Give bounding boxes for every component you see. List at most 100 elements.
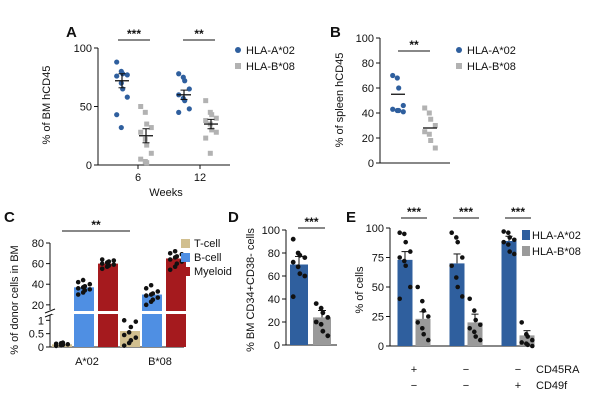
panel-c-point (121, 343, 127, 348)
panel-d-point (318, 305, 324, 311)
panel-c-point (99, 257, 105, 262)
panel-e-sig-stars: *** (407, 205, 421, 219)
panel-d-point (302, 255, 308, 260)
panel-e-legend-b08: HLA-B*08 (532, 246, 581, 258)
panel-e-point (501, 239, 507, 245)
panel-c-point (133, 319, 139, 324)
panel-a-point-a02 (176, 71, 182, 77)
panel-d-point (320, 310, 326, 316)
panel-a-point-b08 (209, 127, 215, 133)
panel-c-point (150, 291, 156, 296)
panel-e-point (507, 249, 512, 254)
panel-e-point (512, 237, 517, 243)
panel-c-point (111, 258, 117, 263)
panel-c-ytick-label: 80 (32, 238, 44, 250)
panel-b-sig-stars: ** (409, 38, 419, 52)
panel-e-bar-a02 (501, 240, 517, 346)
panel-e-point (512, 251, 517, 257)
panel-c-legend-swatch-bcell (181, 253, 190, 262)
panel-d-ytick-label: 80 (268, 248, 280, 260)
panel-d-ytick-label: 40 (268, 294, 280, 306)
panel-e-point (421, 331, 427, 337)
panel-b-ytick-label: 40 (362, 108, 374, 120)
panel-c-xtick-b08: B*08 (148, 356, 172, 368)
panel-a-letter: A (66, 24, 77, 41)
panel-c-bar-myeloid (98, 263, 118, 347)
panel-b-point-b08 (422, 105, 428, 111)
panel-d-point (295, 264, 301, 270)
panel-e-point (467, 296, 473, 302)
panel-c-point (87, 287, 93, 292)
panel-e-ytick-label: 75 (372, 253, 384, 265)
panel-a-point-b08 (213, 129, 219, 135)
panel-c-bar-myeloid (166, 258, 186, 347)
panel-e-point (420, 298, 425, 304)
panel-c-point (148, 282, 154, 288)
panel-e-bar-a02 (397, 259, 413, 346)
panel-e-point (455, 284, 461, 290)
panel-b-point-b08 (426, 110, 432, 116)
panel-e-legend-swatch-a02 (522, 230, 530, 240)
panel-c-point (111, 262, 117, 267)
panel-c-point (167, 251, 173, 256)
panel-e-point (449, 230, 455, 236)
panel-b-point-a02 (390, 106, 396, 112)
panel-e-cd49f-sign-1: − (411, 380, 417, 392)
panel-d-point (290, 294, 296, 300)
panel-e-point (426, 337, 431, 343)
panel-b-ylabel: % of spleen hCD45 (334, 53, 346, 148)
panel-e-point (501, 229, 507, 234)
panel-e-point (473, 334, 479, 339)
panel-a-point-a02 (120, 86, 126, 92)
panel-e-point (403, 239, 409, 245)
panel-b-legend-marker-a02 (456, 47, 462, 53)
panel-d-ytick-label: 60 (268, 271, 280, 283)
panel-c-point (150, 297, 156, 302)
panel-a-legend-b08: HLA-B*08 (246, 61, 295, 73)
panel-e-point (467, 326, 473, 331)
panel-b-point-b08 (422, 129, 428, 135)
panel-c-ytick-label: 60 (32, 259, 44, 271)
panel-a-point-b08 (203, 98, 209, 104)
panel-e-cd49f-sign-2: − (463, 380, 469, 392)
panel-a-point-a02 (124, 94, 130, 100)
panel-c-ytick-label: 0 (38, 342, 44, 354)
panel-a-legend-a02: HLA-A*02 (246, 45, 295, 57)
panel-a-xtick-12: 12 (194, 172, 206, 184)
panel-a-point-b08 (138, 129, 144, 135)
panel-a-point-b08 (144, 142, 150, 148)
panel-b-point-b08 (432, 145, 438, 151)
panel-c-break-gap (52, 311, 187, 314)
panel-e-point (472, 308, 477, 313)
panel-e-sig-stars: *** (459, 205, 473, 219)
panel-c-legend-myeloid: Myeloid (194, 266, 232, 278)
panel-e-point (408, 284, 413, 290)
panel-b-ytick-label: 0 (368, 158, 374, 170)
panel-a-point-b08 (203, 135, 209, 141)
panel-e-ytick-label: 50 (372, 282, 384, 294)
panel-d-point (313, 301, 319, 306)
panel-c-point (75, 286, 81, 291)
panel-c-point (174, 261, 180, 266)
panel-e-point (403, 263, 409, 269)
panel-e-point (472, 329, 477, 335)
panel-e-point (455, 239, 461, 245)
panel-b-point-b08 (426, 131, 432, 137)
panel-a-point-a02 (186, 106, 192, 112)
panel-b-point-a02 (390, 72, 396, 79)
panel-b-ytick-label: 20 (362, 133, 374, 145)
panel-b-point-b08 (428, 138, 434, 143)
panel-d-point (325, 333, 331, 339)
panel-e-cd45ra-sign-3: − (515, 364, 521, 376)
panel-a-point-b08 (209, 112, 215, 118)
panel-e-point (426, 314, 431, 319)
panel-a-point-a02 (114, 112, 120, 118)
panel-e-point (415, 320, 421, 325)
panel-c-point (155, 295, 161, 300)
panel-e-point (507, 235, 512, 240)
panel-c-point (172, 248, 178, 254)
panel-a-point-a02 (114, 73, 120, 79)
panel-a-point-b08 (148, 150, 154, 156)
panel-d-letter: D (228, 209, 239, 226)
